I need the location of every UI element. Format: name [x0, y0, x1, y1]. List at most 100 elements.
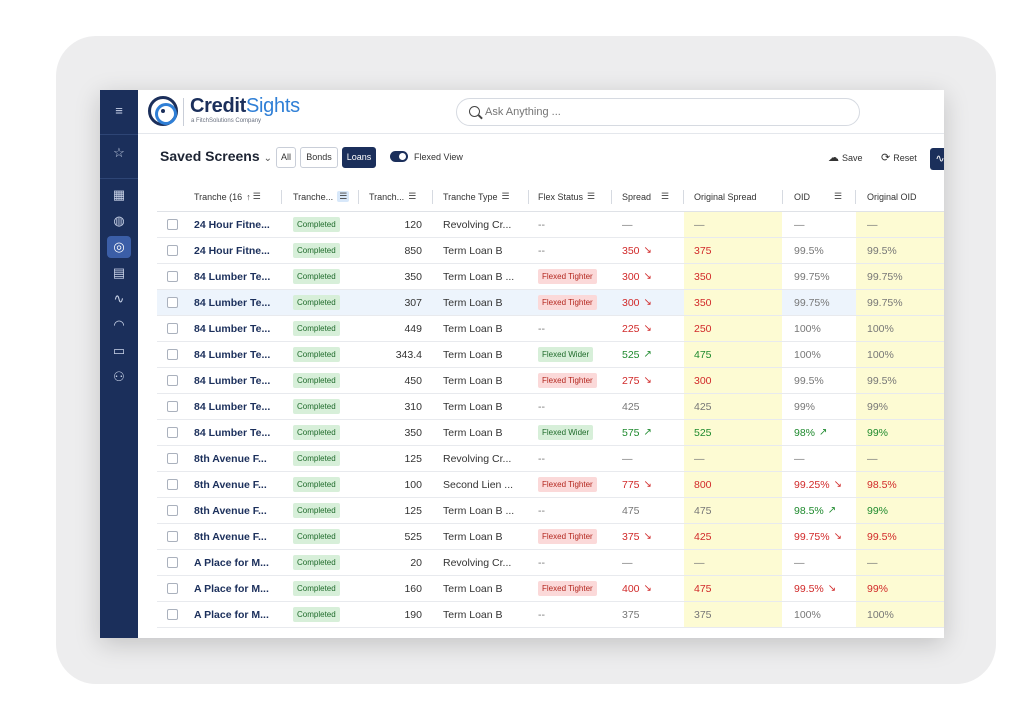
table-row[interactable]: 84 Lumber Te... Completed 450 Term Loan B Fl… [157, 368, 944, 394]
trend-down-icon: ↘ [643, 375, 652, 386]
tranche-type: Term Loan B [443, 374, 503, 387]
trend-down-icon: ↘ [643, 323, 652, 334]
book-icon[interactable]: ▭ [112, 343, 126, 358]
table-row[interactable]: A Place for M... Completed 160 Term Loan B F… [157, 576, 944, 602]
row-checkbox[interactable] [167, 531, 178, 542]
col-orig-oid-header[interactable]: Original OID [867, 191, 917, 202]
target-icon[interactable]: ◎ [107, 236, 131, 258]
oid-value: 100% [794, 608, 821, 621]
tranche-name-link[interactable]: A Place for M... [194, 556, 269, 569]
oid-value: 100% [794, 348, 821, 361]
table-row[interactable]: 84 Lumber Te... Completed 310 Term Loan B --… [157, 394, 944, 420]
reset-button[interactable]: ⟳ Reset [881, 152, 917, 164]
chart-view-button[interactable]: ∿ [930, 148, 944, 170]
save-button[interactable]: ☁ Save [828, 152, 863, 164]
filter-loans-button[interactable]: Loans [342, 147, 376, 168]
table-row[interactable]: 84 Lumber Te... Completed 350 Term Loan B .… [157, 264, 944, 290]
search-box[interactable] [456, 98, 860, 126]
col-amount-header[interactable]: Tranch... ☰ [369, 191, 417, 202]
tranche-name-link[interactable]: 84 Lumber Te... [194, 322, 271, 335]
original-oid-value: 99% [867, 426, 889, 439]
filter-icon: ☰ [408, 191, 417, 201]
oid-value: 99.5% [794, 374, 824, 387]
flexed-view-toggle[interactable] [390, 151, 408, 162]
row-checkbox[interactable] [167, 271, 178, 282]
tranche-name-link[interactable]: 8th Avenue F... [194, 504, 267, 517]
spread-value: 425 [622, 400, 640, 413]
creditsights-logo-icon [148, 96, 178, 126]
row-checkbox[interactable] [167, 427, 178, 438]
table-row[interactable]: 84 Lumber Te... Completed 350 Term Loan B Fl… [157, 420, 944, 446]
tranche-name-link[interactable]: 84 Lumber Te... [194, 270, 271, 283]
filter-icon: ☰ [501, 191, 510, 201]
tranche-name-link[interactable]: 84 Lumber Te... [194, 400, 271, 413]
tranche-name-link[interactable]: 24 Hour Fitne... [194, 244, 270, 257]
table-row[interactable]: 24 Hour Fitne... Completed 850 Term Loan B -… [157, 238, 944, 264]
tranche-name-link[interactable]: 84 Lumber Te... [194, 296, 271, 309]
row-checkbox[interactable] [167, 297, 178, 308]
row-checkbox[interactable] [167, 375, 178, 386]
row-checkbox[interactable] [167, 349, 178, 360]
row-checkbox[interactable] [167, 557, 178, 568]
row-checkbox[interactable] [167, 245, 178, 256]
flex-status-badge: Flexed Wider [538, 425, 594, 440]
tranche-name-link[interactable]: 84 Lumber Te... [194, 374, 271, 387]
table-row[interactable]: 8th Avenue F... Completed 525 Term Loan B Fl… [157, 524, 944, 550]
tranche-amount: 120 [404, 218, 422, 231]
gauge-icon[interactable]: ◠ [113, 317, 125, 332]
globe-icon[interactable]: ◍ [113, 213, 125, 228]
menu-icon[interactable]: ≡ [115, 103, 123, 118]
col-type-header[interactable]: Tranche Type ☰ [443, 191, 510, 202]
table-row[interactable]: A Place for M... Completed 20 Revolving Cr.… [157, 550, 944, 576]
tranche-name-link[interactable]: 8th Avenue F... [194, 478, 267, 491]
tranche-name-link[interactable]: 8th Avenue F... [194, 452, 267, 465]
star-icon[interactable]: ☆ [113, 145, 125, 160]
table-row[interactable]: 24 Hour Fitne... Completed 120 Revolving Cr… [157, 212, 944, 238]
table-row[interactable]: 8th Avenue F... Completed 100 Second Lien .… [157, 472, 944, 498]
trend-down-icon: ↘ [643, 271, 652, 282]
table-row[interactable]: 84 Lumber Te... Completed 449 Term Loan B --… [157, 316, 944, 342]
original-oid-value: — [867, 218, 878, 231]
flex-status-text: -- [538, 608, 545, 621]
row-checkbox[interactable] [167, 505, 178, 516]
row-checkbox[interactable] [167, 583, 178, 594]
table-row[interactable]: 84 Lumber Te... Completed 307 Term Loan B Fl… [157, 290, 944, 316]
flex-status-badge: Flexed Tighter [538, 477, 597, 492]
tranche-name-link[interactable]: 84 Lumber Te... [194, 426, 271, 439]
row-checkbox[interactable] [167, 323, 178, 334]
activity-icon[interactable]: ∿ [113, 291, 125, 306]
oid-value: 99.75% [794, 270, 830, 283]
document-icon[interactable]: ▤ [112, 265, 126, 280]
col-oid-header[interactable]: OID ☰ [794, 191, 843, 202]
original-spread-value: — [694, 556, 705, 569]
col-orig-spread-header[interactable]: Original Spread [694, 191, 757, 202]
status-badge: Completed [293, 555, 340, 570]
row-checkbox[interactable] [167, 401, 178, 412]
col-spread-header[interactable]: Spread ☰ [622, 191, 670, 202]
table-row[interactable]: 8th Avenue F... Completed 125 Revolving Cr.… [157, 446, 944, 472]
filter-all-button[interactable]: All [276, 147, 296, 168]
dashboard-icon[interactable]: ▦ [112, 187, 126, 202]
row-checkbox[interactable] [167, 453, 178, 464]
tranche-name-link[interactable]: 24 Hour Fitne... [194, 218, 270, 231]
table-row[interactable]: A Place for M... Completed 190 Term Loan B -… [157, 602, 944, 628]
top-bar: CreditSights a FitchSolutions Company [138, 90, 944, 134]
saved-screens-dropdown[interactable]: Saved Screens ⌄ [160, 148, 273, 164]
search-input[interactable] [485, 99, 845, 125]
tranche-name-link[interactable]: A Place for M... [194, 582, 269, 595]
filter-bonds-button[interactable]: Bonds [300, 147, 338, 168]
tranche-name-link[interactable]: 8th Avenue F... [194, 530, 267, 543]
row-checkbox[interactable] [167, 479, 178, 490]
row-checkbox[interactable] [167, 609, 178, 620]
tranche-name-link[interactable]: 84 Lumber Te... [194, 348, 271, 361]
col-tranche-header[interactable]: Tranche (16 ↑ ☰ [194, 191, 261, 202]
col-status-header[interactable]: Tranche... ☰ [293, 191, 350, 202]
tranche-name-link[interactable]: A Place for M... [194, 608, 269, 621]
row-checkbox[interactable] [167, 219, 178, 230]
tranche-amount: 20 [410, 556, 422, 569]
oid-value: 99% [794, 400, 816, 413]
table-row[interactable]: 84 Lumber Te... Completed 343.4 Term Loan B… [157, 342, 944, 368]
table-row[interactable]: 8th Avenue F... Completed 125 Term Loan B .… [157, 498, 944, 524]
users-icon[interactable]: ⚇ [113, 369, 125, 384]
col-flex-header[interactable]: Flex Status ☰ [538, 191, 596, 202]
